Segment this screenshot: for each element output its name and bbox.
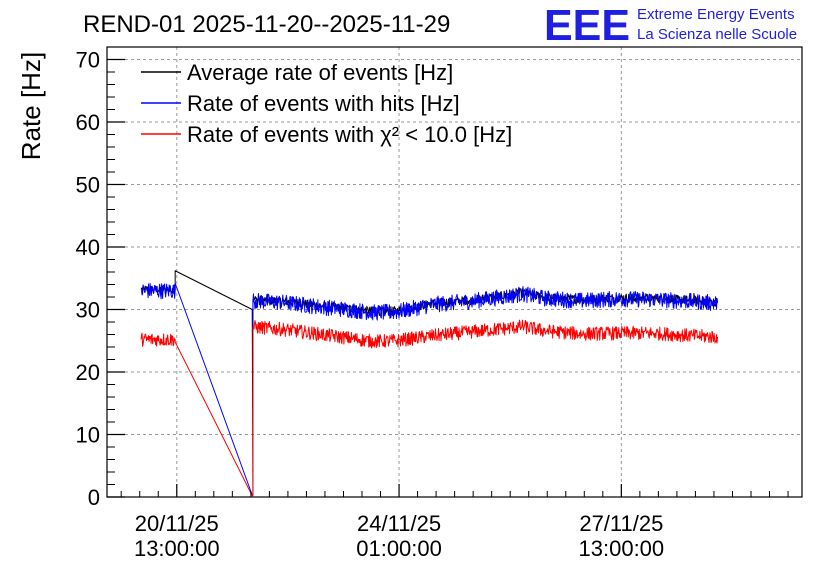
y-tick-labels: 0 10 20 30 40 50 60 70 (76, 48, 100, 511)
series-layer (140, 270, 719, 497)
y-tick-label: 30 (76, 298, 100, 323)
y-tick-label: 60 (76, 110, 100, 135)
y-tick-label: 50 (76, 173, 100, 198)
x-tick-label-time: 13:00:00 (579, 536, 665, 561)
x-tick-label-date: 20/11/25 (135, 511, 219, 536)
chart-title: REND-01 2025-11-20--2025-11-29 (83, 11, 450, 38)
eee-logo: EEE Extreme Energy Events La Scienza nel… (544, 1, 797, 50)
y-tick-label: 0 (88, 485, 100, 510)
grid (107, 47, 802, 497)
x-tick-labels: 20/11/2513:00:0024/11/2501:00:0027/11/25… (134, 511, 664, 561)
legend-label-2: Rate of events with χ² < 10.0 [Hz] (187, 122, 512, 147)
y-tick-label: 20 (76, 360, 100, 385)
series-line-1 (140, 282, 719, 496)
series-line-2 (140, 319, 719, 497)
eee-logo-line1: Extreme Energy Events (637, 6, 795, 23)
x-tick-label-date: 24/11/25 (357, 511, 441, 536)
x-tick-label-date: 27/11/25 (579, 511, 663, 536)
legend: Average rate of events [Hz] Rate of event… (141, 60, 512, 147)
eee-logo-line2: La Scienza nelle Scuole (637, 26, 797, 43)
y-tick-label: 10 (76, 423, 100, 448)
y-axis-label: Rate [Hz] (16, 52, 46, 160)
series-line-0 (140, 270, 719, 495)
y-tick-label: 40 (76, 235, 100, 260)
legend-label-1: Rate of events with hits [Hz] (187, 91, 460, 116)
x-tick-label-time: 13:00:00 (134, 536, 220, 561)
x-tick-label-time: 01:00:00 (356, 536, 442, 561)
eee-logo-mark: EEE (544, 1, 630, 50)
axis-ticks (107, 58, 789, 498)
legend-label-0: Average rate of events [Hz] (187, 60, 453, 85)
y-tick-label: 70 (76, 48, 100, 73)
